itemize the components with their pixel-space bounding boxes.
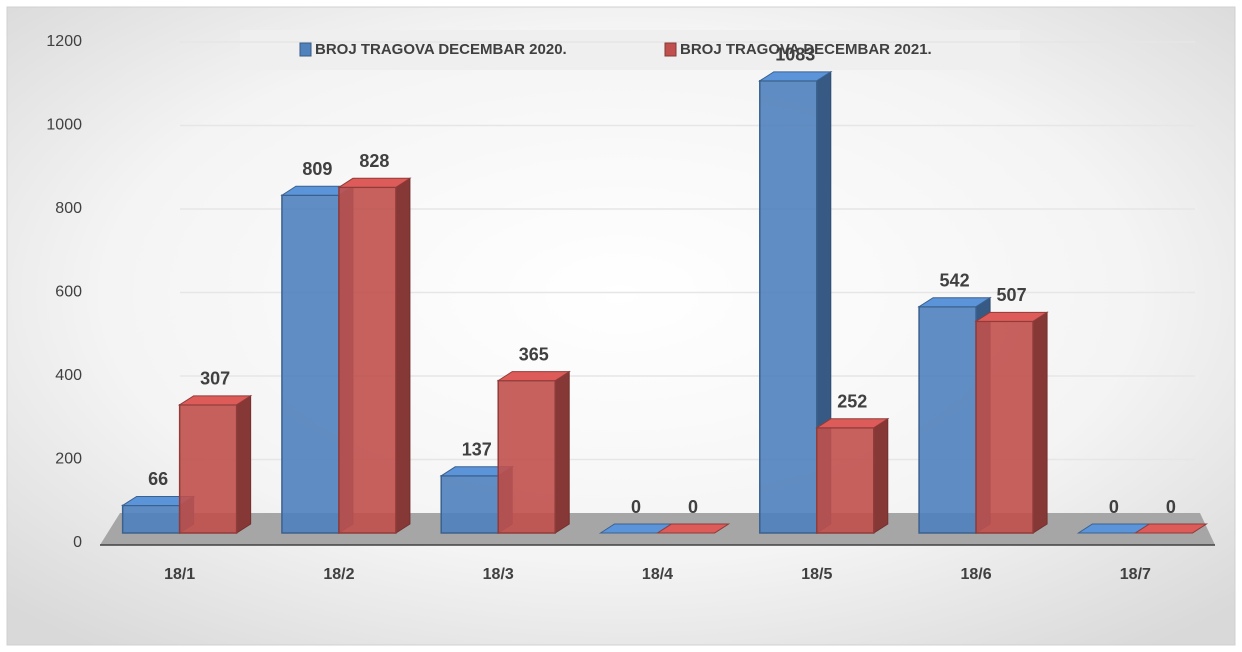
y-tick-label: 0 <box>73 534 82 551</box>
bar-front <box>816 427 875 534</box>
x-tick-label: 18/2 <box>323 566 354 583</box>
data-label: 507 <box>997 285 1027 305</box>
x-tick-label: 18/6 <box>961 566 992 583</box>
bar <box>815 417 890 534</box>
bar-side <box>236 394 252 534</box>
bar <box>1133 523 1209 534</box>
bar-front <box>281 194 340 534</box>
bar <box>496 370 571 534</box>
data-label: 137 <box>462 440 492 460</box>
bar-side <box>554 370 570 534</box>
bar-top <box>758 71 833 82</box>
bar-top <box>337 177 412 188</box>
data-label: 0 <box>631 497 641 517</box>
bar-top <box>917 297 992 308</box>
bar-front <box>440 475 499 534</box>
bar-side <box>873 417 889 534</box>
data-label: 809 <box>302 159 332 179</box>
legend-box <box>240 30 1020 70</box>
bar <box>177 394 253 534</box>
bar-front <box>121 504 181 534</box>
bar-top <box>496 371 571 382</box>
data-label: 828 <box>359 151 389 171</box>
bar <box>974 311 1049 534</box>
y-tick-label: 200 <box>55 451 82 468</box>
bar-front <box>497 379 556 534</box>
bar-side <box>1032 311 1048 534</box>
bar-front <box>338 186 397 534</box>
data-label: 1083 <box>775 45 815 65</box>
x-tick-label: 18/1 <box>164 566 195 583</box>
legend-swatch <box>664 42 677 57</box>
data-label: 0 <box>688 497 698 517</box>
data-label: 0 <box>1109 497 1119 517</box>
bar-top <box>974 311 1049 322</box>
y-tick-label: 800 <box>55 200 82 217</box>
bar-top <box>1133 523 1209 534</box>
bar-top <box>177 395 253 406</box>
bar-top <box>655 523 731 534</box>
y-tick-label: 1000 <box>46 117 82 134</box>
y-tick-label: 400 <box>55 367 82 384</box>
bar-side <box>395 177 411 534</box>
y-tick-label: 1200 <box>46 33 82 50</box>
legend-swatch <box>299 42 312 57</box>
data-label: 66 <box>148 469 168 489</box>
bar-front <box>759 80 818 534</box>
data-label: 365 <box>519 344 549 364</box>
bar <box>337 177 412 534</box>
bar-front <box>178 404 238 534</box>
legend-label: BROJ TRAGOVA DECEMBAR 2020. <box>315 41 567 58</box>
data-label: 542 <box>940 270 970 290</box>
bar-front <box>918 305 977 534</box>
data-label: 252 <box>837 392 867 412</box>
y-tick-label: 600 <box>55 284 82 301</box>
data-label: 307 <box>200 369 230 389</box>
bar-front <box>975 320 1034 534</box>
legend-label: BROJ TRAGOVA DECEMBAR 2021. <box>680 41 932 58</box>
bar <box>655 523 731 534</box>
x-tick-label: 18/5 <box>801 566 832 583</box>
bar-top <box>815 418 890 429</box>
chart-background <box>6 6 1236 646</box>
bar <box>758 70 833 534</box>
x-tick-label: 18/4 <box>642 566 673 583</box>
x-tick-label: 18/7 <box>1120 566 1151 583</box>
x-tick-label: 18/3 <box>483 566 514 583</box>
data-label: 0 <box>1166 497 1176 517</box>
